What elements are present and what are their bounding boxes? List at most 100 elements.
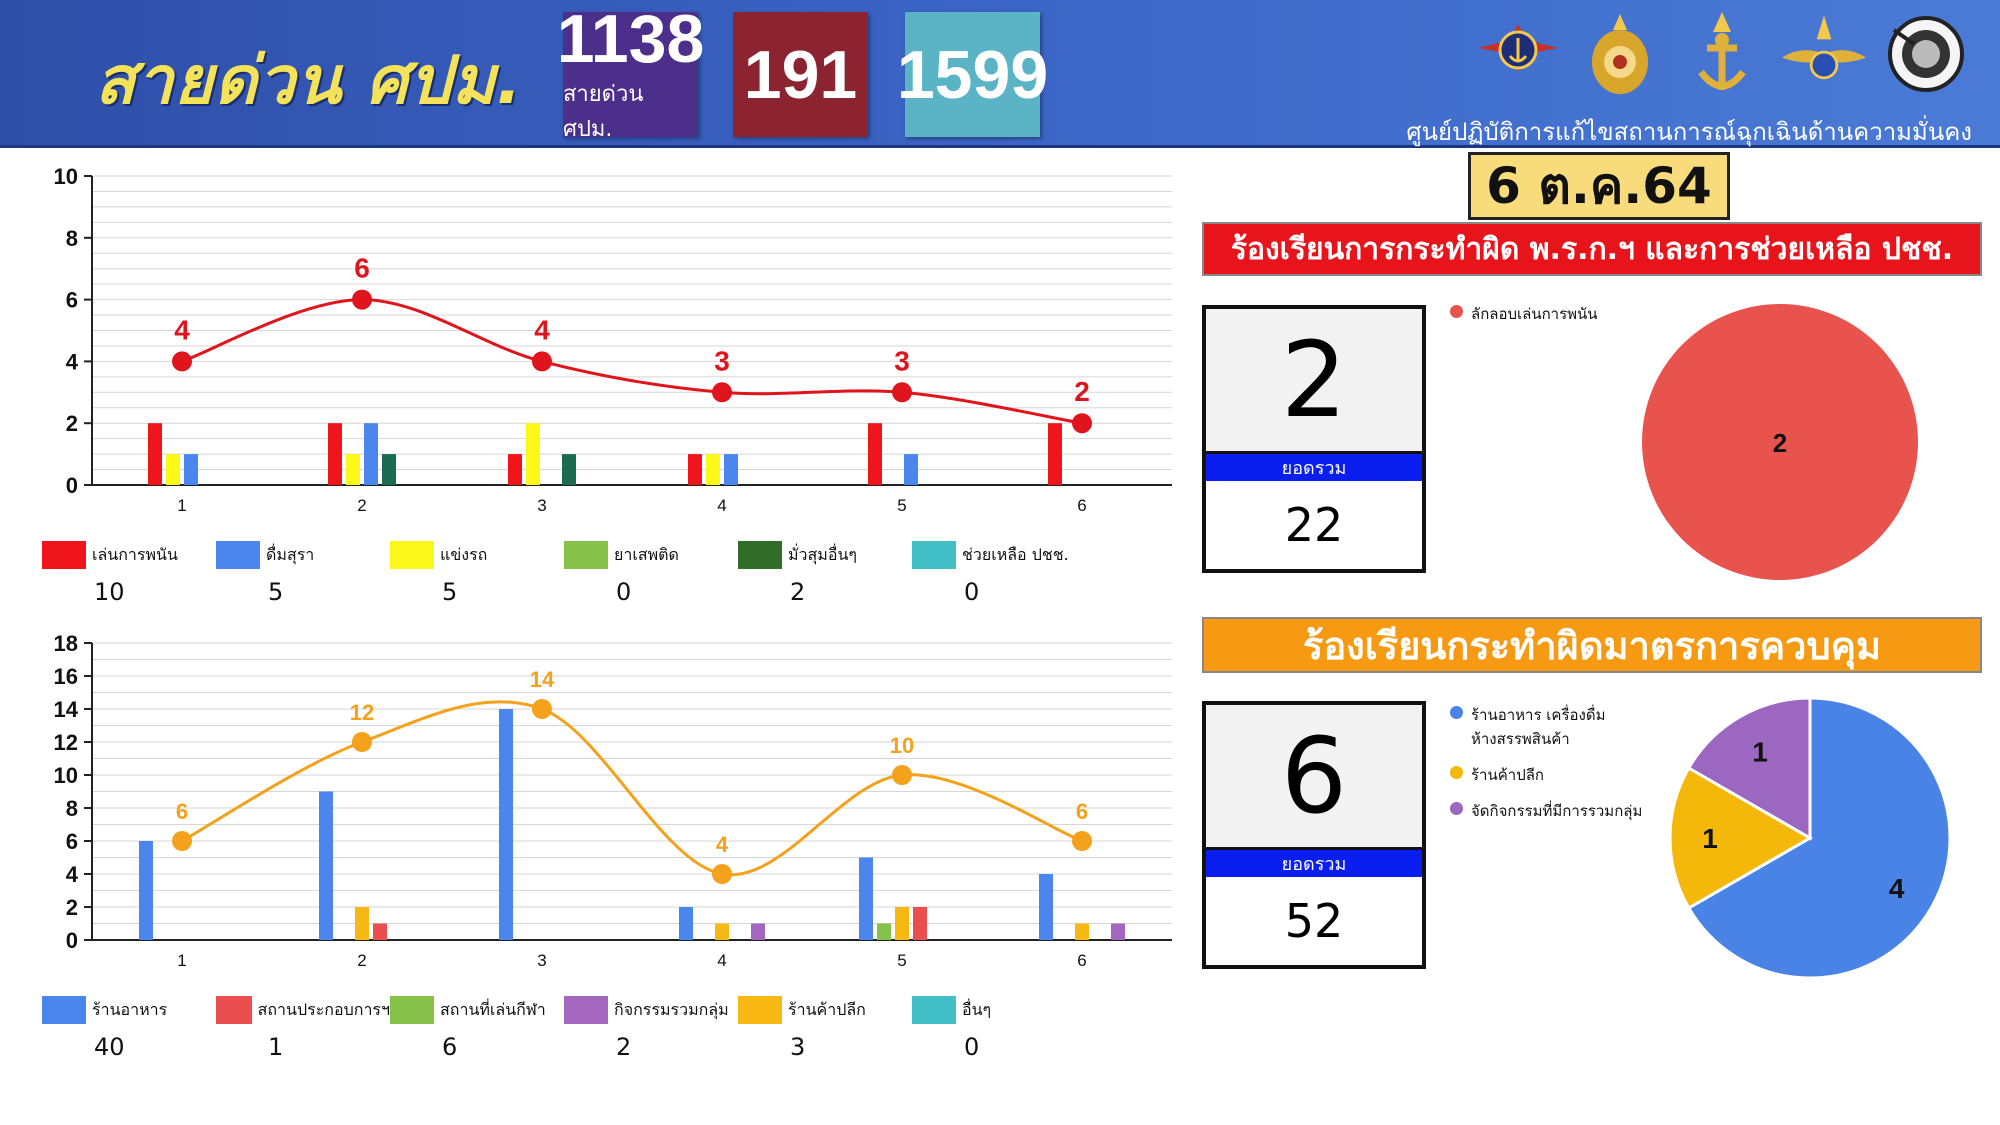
legend-total: 40: [94, 1033, 125, 1061]
pie-violations: 2: [1642, 304, 1918, 580]
pie-legend-item: จัดกิจกรรมที่มีการรวมกลุ่ม: [1450, 799, 1642, 823]
data-label: 6: [1076, 799, 1088, 824]
y-tick-label: 2: [66, 411, 78, 436]
section-banner-control-measures: ร้องเรียนกระทำผิดมาตรการควบคุม: [1202, 617, 1982, 673]
legend-swatch-icon: [390, 541, 434, 569]
legend-swatch-icon: [738, 996, 782, 1024]
pie-legend-item: ร้านค้าปลีก: [1450, 763, 1642, 787]
legend-item: อื่นๆ 0: [912, 995, 1086, 1061]
bar: [877, 923, 891, 940]
total-count: 52: [1284, 894, 1344, 948]
pie-legend-item: ร้านอาหาร เครื่องดื่ม ห้างสรรพสินค้า: [1450, 703, 1642, 751]
legend-label: สถานประกอบการฯ: [257, 999, 390, 1019]
legend-item: แข่งรถ 5: [390, 540, 564, 606]
trend-point: [1072, 413, 1092, 434]
pie-control-measures: 4 1 1: [1668, 696, 1952, 980]
pie-label: 1: [1702, 823, 1718, 854]
data-label: 2: [1074, 376, 1090, 407]
bar: [706, 454, 720, 485]
legend-total: 0: [964, 1033, 980, 1061]
legend-total: 2: [616, 1033, 632, 1061]
bar: [139, 841, 153, 940]
hotline-191: 191: [733, 12, 868, 137]
daily-count: 6: [1206, 705, 1422, 847]
legend-row: ร้านค้าปลีก: [738, 995, 912, 1025]
navy-emblem-icon: [1474, 8, 1562, 100]
bar: [751, 923, 765, 940]
legend-row: สถานประกอบการฯ: [216, 995, 390, 1025]
hotline-number: 1599: [896, 36, 1049, 113]
x-tick-label: 5: [897, 951, 906, 970]
pie-legend-label: ลักลอบเล่นการพนัน: [1471, 305, 1598, 323]
data-label: 10: [890, 733, 914, 758]
legend-label: เล่นการพนัน: [92, 544, 178, 564]
hotline-1599: 1599: [897, 12, 1048, 137]
legend-label: แข่งรถ: [440, 544, 488, 564]
y-tick-label: 6: [66, 829, 78, 854]
x-tick-label: 2: [357, 951, 366, 970]
y-tick-label: 8: [66, 226, 78, 251]
trend-line: [181, 298, 1083, 425]
trend-point: [532, 351, 552, 372]
bar: [319, 791, 333, 940]
data-label: 4: [174, 314, 190, 345]
trend-point: [712, 864, 732, 884]
bar: [184, 454, 198, 485]
legend-row: สถานที่เล่นกีฬา: [390, 995, 564, 1025]
report-date: 6 ต.ค.64: [1468, 152, 1730, 220]
hotline-number: 1138: [556, 0, 705, 77]
legend-total: 3: [790, 1033, 806, 1061]
pie-legend-label: จัดกิจกรรมที่มีการรวมกลุ่ม: [1471, 802, 1643, 820]
legend-swatch-icon: [42, 996, 86, 1024]
bar: [904, 454, 918, 485]
legend-row: เล่นการพนัน: [42, 540, 216, 570]
legend-label: มั่วสุมอื่นๆ: [788, 544, 857, 564]
legend-row: ช่วยเหลือ ปชช.: [912, 540, 1086, 570]
legend-item: กิจกรรมรวมกลุ่ม 2: [564, 995, 738, 1061]
legend-label: สถานที่เล่นกีฬา: [440, 999, 546, 1019]
army-emblem-icon: [1576, 8, 1664, 100]
legend-total: 2: [790, 578, 806, 606]
trend-point: [172, 831, 192, 851]
bar: [679, 907, 693, 940]
x-tick-label: 4: [717, 951, 726, 970]
x-tick-label: 5: [897, 496, 906, 515]
header-banner: สายด่วน ศปม. 1138 สายด่วน ศปม. 191 1599 …: [0, 0, 2000, 148]
bar: [859, 857, 873, 940]
bar: [328, 423, 342, 485]
y-tick-label: 8: [66, 796, 78, 821]
x-tick-label: 3: [537, 496, 546, 515]
bar: [724, 454, 738, 485]
pie-label: 1: [1752, 736, 1768, 767]
pie-slice: [1686, 696, 1952, 980]
trend-point: [712, 382, 732, 403]
x-tick-label: 6: [1077, 496, 1086, 515]
legend-row: ร้านอาหาร: [42, 995, 216, 1025]
y-tick-label: 4: [66, 862, 79, 887]
bar: [355, 907, 369, 940]
pie-legend-control-measures: ร้านอาหาร เครื่องดื่ม ห้างสรรพสินค้า ร้าน…: [1450, 703, 1642, 835]
x-tick-label: 6: [1077, 951, 1086, 970]
data-label: 4: [534, 314, 550, 345]
bar: [715, 923, 729, 940]
legend-swatch-icon: [390, 996, 434, 1024]
legend-row: ดื่มสุรา: [216, 540, 390, 570]
pie-legend-label-line2: ห้างสรรพสินค้า: [1471, 730, 1570, 748]
bar: [364, 423, 378, 485]
bar: [913, 907, 927, 940]
legend-item: เล่นการพนัน 10: [42, 540, 216, 606]
legend-item: มั่วสุมอื่นๆ 2: [738, 540, 912, 606]
count-box-control-measures: 6 ยอดรวม 52: [1202, 701, 1426, 969]
daily-count: 2: [1206, 309, 1422, 451]
air-force-emblem-icon: [1780, 8, 1868, 100]
legend-swatch-icon: [216, 996, 252, 1024]
data-label: 3: [894, 345, 910, 376]
legend-row: แข่งรถ: [390, 540, 564, 570]
legend-label: ยาเสพติด: [614, 544, 679, 564]
pie-slice: [1668, 765, 1814, 911]
pie-label: 4: [1889, 873, 1905, 904]
bar: [508, 454, 522, 485]
count-box-violations: 2 ยอดรวม 22: [1202, 305, 1426, 573]
